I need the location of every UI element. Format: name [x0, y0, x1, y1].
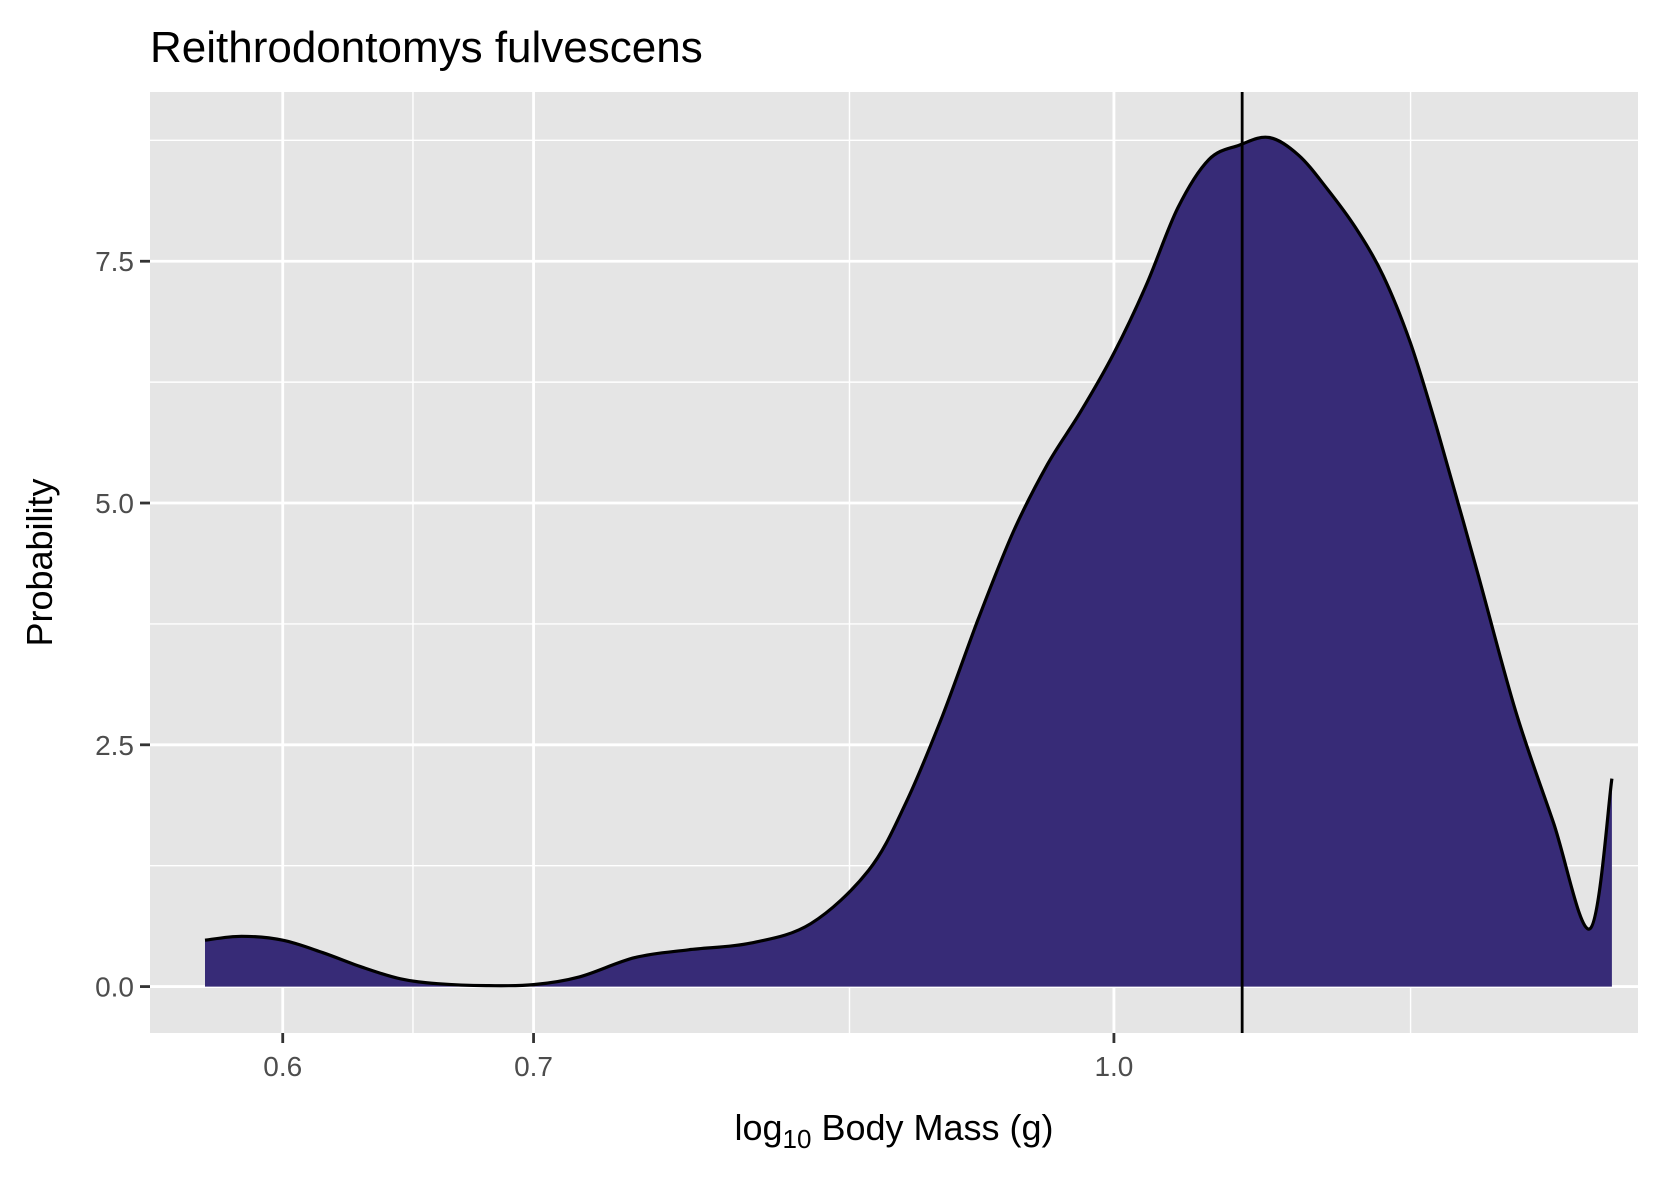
x-axis-title: log10 Body Mass (g): [734, 1107, 1053, 1154]
x-tick-label: 0.6: [263, 1051, 302, 1082]
y-tick-label: 2.5: [95, 730, 134, 761]
y-tick-label: 5.0: [95, 488, 134, 519]
x-axis: 0.6 0.7 1.0: [263, 1033, 1133, 1082]
x-axis-title-prefix: log: [734, 1107, 782, 1148]
y-tick-label: 0.0: [95, 972, 134, 1003]
x-axis-title-suffix: Body Mass (g): [811, 1107, 1053, 1148]
density-area: [205, 137, 1612, 987]
y-axis: 0.0 2.5 5.0 7.5: [95, 246, 150, 1003]
x-tick-label: 1.0: [1094, 1051, 1133, 1082]
y-axis-title: Probability: [19, 478, 60, 646]
x-tick-label: 0.7: [514, 1051, 553, 1082]
density-curve: [204, 135, 1614, 988]
x-axis-title-subscript: 10: [783, 1124, 812, 1154]
y-tick-label: 7.5: [95, 246, 134, 277]
chart-title: Reithrodontomys fulvescens: [150, 23, 703, 72]
